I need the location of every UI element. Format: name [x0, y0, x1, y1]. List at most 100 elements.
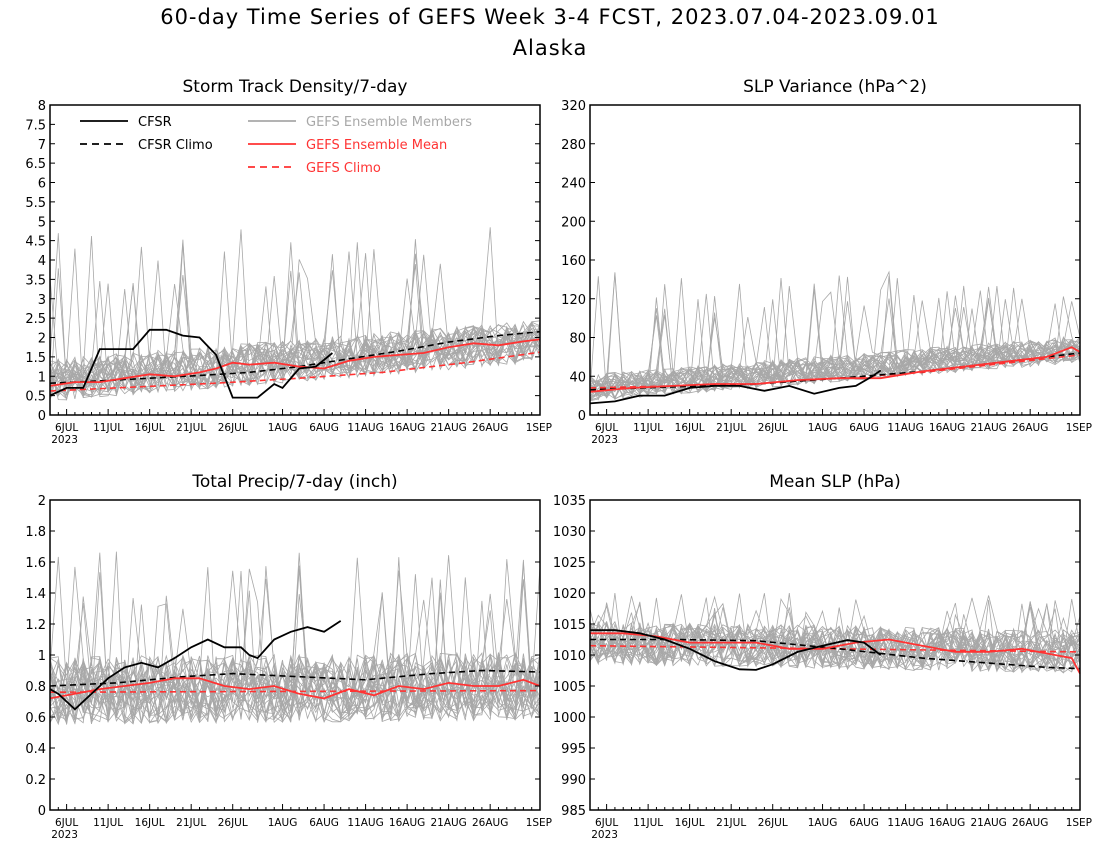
series-gefs-ensemble-mean — [590, 632, 1081, 675]
y-tick-label: 0 — [578, 409, 586, 424]
y-tick-label: 5.5 — [25, 196, 46, 211]
x-tick-label: 21JUL — [716, 422, 746, 434]
ensemble-member-line — [589, 294, 1081, 400]
x-tick-label: 21AUG — [970, 422, 1006, 434]
y-tick-label: 5 — [38, 215, 46, 230]
y-tick-label: 3.5 — [25, 273, 46, 288]
series-cfsr — [49, 620, 342, 711]
y-tick-label: 1.2 — [25, 618, 46, 633]
series-cfsr — [589, 369, 882, 405]
x-tick-label: 26AUG — [1012, 817, 1048, 829]
y-tick-label: 0 — [38, 804, 46, 819]
legend-label: CFSR Climo — [138, 138, 213, 153]
x-tick-label: 6AUG — [849, 422, 879, 434]
x-year-label: 2023 — [591, 829, 618, 841]
x-tick-label: 16JUL — [675, 817, 705, 829]
x-tick-label: 16AUG — [389, 817, 425, 829]
y-tick-label: 0.2 — [25, 773, 46, 788]
series-gefs-ensemble-mean — [49, 677, 541, 700]
ensemble-member-line — [49, 593, 541, 725]
legend-label: CFSR — [138, 115, 172, 130]
y-tick-label: 0.8 — [25, 680, 46, 695]
y-tick-label: 1000 — [553, 711, 586, 726]
x-tick-label: 16AUG — [389, 422, 425, 434]
y-tick-label: 1025 — [553, 556, 586, 571]
x-tick-label: 26JUL — [758, 817, 788, 829]
x-tick-label: 11AUG — [887, 422, 923, 434]
ensemble-member-line — [589, 300, 1081, 397]
x-tick-label: 6JUL — [595, 817, 618, 829]
y-tick-label: 1.4 — [25, 587, 46, 602]
x-tick-label: 16AUG — [929, 422, 965, 434]
ensemble-member-line — [589, 597, 1081, 670]
x-tick-label: 11JUL — [93, 422, 123, 434]
x-tick-label: 16AUG — [929, 817, 965, 829]
series-cfsr-climo — [589, 352, 1081, 391]
y-tick-label: 320 — [561, 99, 586, 114]
x-tick-label: 21JUL — [716, 817, 746, 829]
panel-1: Storm Track Density/7-day 0 0.5 1 1.5 2 2.5 3 3.… — [25, 77, 552, 446]
legend-label: GEFS Ensemble Mean — [306, 138, 447, 153]
y-tick-label: 7 — [38, 138, 46, 153]
figure-title: 60-day Time Series of GEFS Week 3-4 FCST… — [160, 5, 940, 29]
x-tick-label: 16JUL — [675, 422, 705, 434]
y-tick-label: 4 — [38, 254, 46, 269]
x-year-label: 2023 — [51, 829, 78, 841]
y-tick-label: 2 — [38, 332, 46, 347]
x-tick-label: 1AUG — [268, 817, 298, 829]
ensemble-members — [49, 227, 541, 401]
y-tick-label: 1010 — [553, 649, 586, 664]
y-tick-label: 200 — [561, 215, 586, 230]
ensemble-member-line — [49, 251, 541, 389]
panel-3: Total Precip/7-day (inch)00.20.40.60.811… — [25, 472, 552, 841]
x-tick-label: 1AUG — [268, 422, 298, 434]
x-tick-label: 11AUG — [347, 817, 383, 829]
ensemble-member-line — [589, 625, 1081, 673]
y-tick-label: 995 — [561, 742, 586, 757]
legend-label: GEFS Climo — [306, 161, 381, 176]
y-tick-label: 985 — [561, 804, 586, 819]
y-tick-label: 2 — [38, 494, 46, 509]
series-cfsr — [49, 328, 333, 399]
y-tick-label: 3 — [38, 293, 46, 308]
ensemble-member-line — [589, 593, 1081, 668]
x-tick-label: 1SEP — [1066, 422, 1092, 434]
ensemble-member-line — [49, 570, 541, 723]
x-tick-label: 21JUL — [176, 422, 206, 434]
y-tick-label: 0 — [38, 409, 46, 424]
ensemble-member-line — [49, 590, 541, 723]
y-tick-label: 0.4 — [25, 742, 46, 757]
x-tick-label: 6AUG — [849, 817, 879, 829]
y-tick-label: 2.5 — [25, 312, 46, 327]
x-tick-label: 21JUL — [176, 817, 206, 829]
y-tick-label: 6 — [38, 177, 46, 192]
x-tick-label: 11AUG — [347, 422, 383, 434]
panel-2: SLP Variance (hPa^2) 0 40 80 120 160 200 240 280… — [561, 77, 1092, 446]
y-tick-label: 1020 — [553, 587, 586, 602]
series-gefs-climo — [49, 351, 541, 392]
x-tick-label: 16JUL — [135, 817, 165, 829]
y-tick-label: 990 — [561, 773, 586, 788]
y-tick-label: 0.6 — [25, 711, 46, 726]
ensemble-member-line — [589, 295, 1081, 396]
x-tick-label: 11JUL — [93, 817, 123, 829]
ensemble-members — [49, 551, 541, 726]
legend-label: GEFS Ensemble Members — [306, 115, 472, 130]
y-tick-label: 80 — [569, 332, 586, 347]
ensemble-member-line — [589, 622, 1081, 673]
y-tick-label: 1005 — [553, 680, 586, 695]
ensemble-member-line — [589, 595, 1081, 672]
y-tick-label: 280 — [561, 138, 586, 153]
x-tick-label: 6AUG — [309, 422, 339, 434]
x-tick-label: 11JUL — [633, 817, 663, 829]
x-tick-label: 26JUL — [758, 422, 788, 434]
x-tick-label: 1SEP — [1066, 817, 1092, 829]
ensemble-member-line — [589, 621, 1081, 672]
y-tick-label: 240 — [561, 177, 586, 192]
legend: CFSR CFSR Climo GEFS Ensemble Members GEFS … — [80, 115, 472, 176]
x-tick-label: 6JUL — [595, 422, 618, 434]
x-year-label: 2023 — [51, 434, 78, 446]
series-cfsr-climo — [590, 638, 1081, 670]
x-tick-label: 16JUL — [135, 422, 165, 434]
panel-title: Mean SLP (hPa) — [769, 472, 901, 492]
